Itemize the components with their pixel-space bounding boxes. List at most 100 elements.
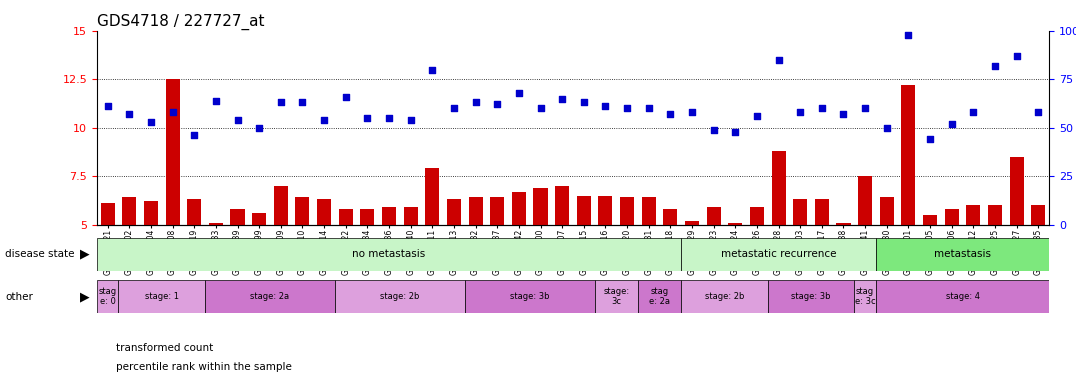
Bar <box>296 197 310 225</box>
Bar <box>988 205 1002 225</box>
Text: stage: 3b: stage: 3b <box>510 292 550 301</box>
Bar <box>1031 205 1045 225</box>
Text: stage:
3c: stage: 3c <box>604 287 629 306</box>
Text: stage: 3b: stage: 3b <box>791 292 831 301</box>
Text: metastasis: metastasis <box>934 249 991 260</box>
Bar <box>681 280 768 313</box>
Bar <box>945 209 959 225</box>
Point <box>683 109 700 115</box>
Bar <box>854 280 876 313</box>
Point <box>467 99 484 106</box>
Bar <box>577 195 591 225</box>
Bar <box>728 223 742 225</box>
Text: stage: 1: stage: 1 <box>145 292 179 301</box>
Bar <box>123 197 137 225</box>
Bar <box>876 238 1049 271</box>
Text: transformed count: transformed count <box>116 343 213 353</box>
Bar <box>252 213 266 225</box>
Bar <box>101 203 115 225</box>
Bar <box>641 197 655 225</box>
Bar <box>166 79 180 225</box>
Point <box>1008 53 1025 59</box>
Bar <box>97 280 118 313</box>
Bar <box>425 169 439 225</box>
Point <box>619 105 636 111</box>
Bar <box>447 199 461 225</box>
Bar <box>512 192 526 225</box>
Text: ▶: ▶ <box>80 290 89 303</box>
Bar <box>876 280 1049 313</box>
Bar <box>681 238 876 271</box>
Bar <box>858 176 873 225</box>
Bar <box>335 280 465 313</box>
Text: stage: 2b: stage: 2b <box>705 292 745 301</box>
Bar <box>97 238 681 271</box>
Point <box>358 115 376 121</box>
Point <box>121 111 138 117</box>
Bar <box>534 188 548 225</box>
Bar <box>206 280 335 313</box>
Point <box>576 99 593 106</box>
Bar <box>663 209 678 225</box>
Bar <box>771 151 785 225</box>
Point <box>900 31 917 38</box>
Bar <box>902 85 916 225</box>
Point <box>424 66 441 73</box>
Bar <box>880 197 894 225</box>
Bar <box>273 186 288 225</box>
Text: other: other <box>5 291 33 302</box>
Bar <box>404 207 417 225</box>
Text: no metastasis: no metastasis <box>352 249 426 260</box>
Point <box>532 105 549 111</box>
Bar <box>707 207 721 225</box>
Point <box>965 109 982 115</box>
Point <box>510 90 527 96</box>
Bar <box>230 209 244 225</box>
Point <box>878 125 895 131</box>
Point <box>251 125 268 131</box>
Bar <box>598 195 612 225</box>
Point <box>726 129 744 135</box>
Bar <box>468 197 483 225</box>
Point <box>662 111 679 117</box>
Bar <box>1009 157 1023 225</box>
Bar <box>638 280 681 313</box>
Text: GDS4718 / 227727_at: GDS4718 / 227727_at <box>97 13 265 30</box>
Bar <box>685 221 699 225</box>
Bar <box>339 209 353 225</box>
Point <box>229 117 246 123</box>
Bar <box>836 223 850 225</box>
Point <box>186 132 203 139</box>
Point <box>553 96 570 102</box>
Point <box>921 136 938 142</box>
Text: stage: 2a: stage: 2a <box>251 292 289 301</box>
Bar <box>382 207 396 225</box>
Point <box>987 63 1004 69</box>
Text: metastatic recurrence: metastatic recurrence <box>721 249 836 260</box>
Point <box>164 109 181 115</box>
Bar <box>620 197 634 225</box>
Point <box>813 105 831 111</box>
Text: stage: 2b: stage: 2b <box>380 292 420 301</box>
Point <box>640 105 657 111</box>
Text: stag
e: 2a: stag e: 2a <box>649 287 670 306</box>
Point <box>856 105 874 111</box>
Bar <box>555 186 569 225</box>
Point <box>337 94 354 100</box>
Bar <box>815 199 829 225</box>
Text: stag
e: 0: stag e: 0 <box>99 287 116 306</box>
Bar <box>209 223 223 225</box>
Bar <box>491 197 505 225</box>
Text: disease state: disease state <box>5 249 75 260</box>
Bar <box>966 205 980 225</box>
Bar <box>118 280 206 313</box>
Point <box>99 103 116 109</box>
Point <box>705 127 722 133</box>
Point <box>748 113 765 119</box>
Bar <box>768 280 854 313</box>
Bar <box>465 280 595 313</box>
Point <box>1030 109 1047 115</box>
Point <box>315 117 332 123</box>
Point <box>445 105 463 111</box>
Point <box>943 121 960 127</box>
